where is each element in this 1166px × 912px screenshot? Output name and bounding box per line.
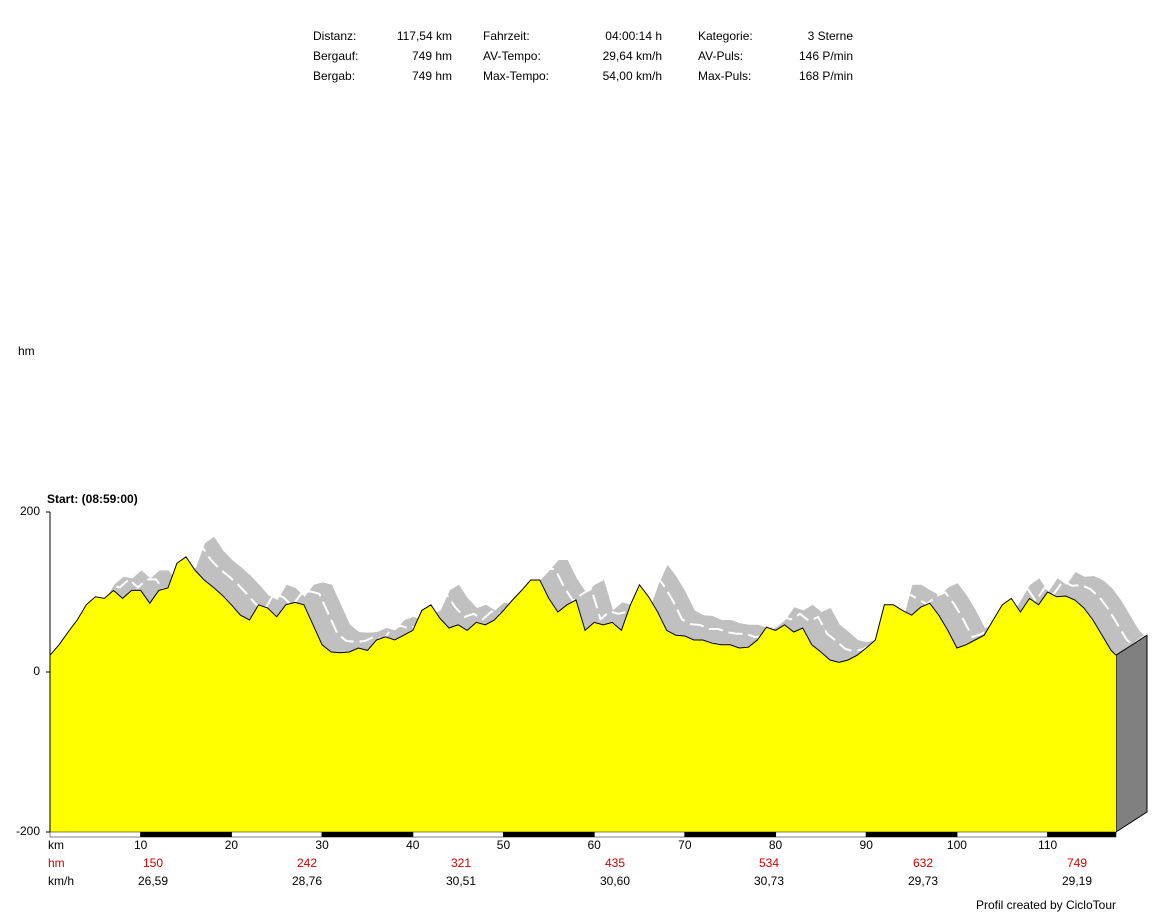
profile-area — [50, 556, 1116, 832]
footer: Profil created by CicloTour — [976, 898, 1116, 912]
x-tick-label: 50 — [497, 838, 511, 852]
segment-speed: 29,19 — [1062, 874, 1092, 888]
x-axis-segment — [684, 832, 776, 837]
shadow-highlight — [64, 544, 1133, 653]
segment-speed: 29,73 — [908, 874, 938, 888]
x-tick-label: 70 — [678, 838, 692, 852]
segment-speed: 28,76 — [292, 874, 322, 888]
stat-value: 04:00:14 h — [605, 29, 662, 43]
x-tick-label: 20 — [225, 838, 239, 852]
segment-hm: 242 — [297, 856, 317, 870]
stat-value: 168 P/min — [799, 69, 853, 83]
stat-label: Max-Tempo: — [483, 69, 549, 83]
stat-label: Bergauf: — [313, 49, 358, 63]
y-tick-label: -200 — [16, 824, 40, 838]
stat-value: 146 P/min — [799, 49, 853, 63]
x-tick-label: 100 — [947, 838, 967, 852]
speed-row-label: km/h — [48, 874, 74, 888]
x-axis-segment — [866, 832, 957, 837]
x-tick-label: 90 — [860, 838, 874, 852]
hm-row-label: hm — [48, 856, 65, 870]
x-axis-segment — [503, 832, 595, 837]
y-tick-label: 200 — [20, 504, 40, 518]
stat-value: 29,64 km/h — [603, 49, 662, 63]
x-axis-label: km — [48, 838, 64, 852]
segment-hm: 435 — [605, 856, 625, 870]
profile-shadow — [50, 536, 1144, 663]
x-axis-segment — [1047, 832, 1116, 837]
stat-label: AV-Puls: — [698, 49, 743, 63]
x-tick-label: 40 — [406, 838, 420, 852]
segment-hm: 150 — [143, 856, 163, 870]
stat-value: 117,54 km — [397, 29, 452, 43]
stat-value: 749 hm — [412, 69, 452, 83]
stat-label: AV-Tempo: — [483, 49, 541, 63]
x-axis-segment — [322, 832, 413, 837]
profile-line — [49, 556, 1117, 663]
x-tick-label: 110 — [1038, 838, 1057, 852]
segment-hm: 749 — [1067, 856, 1087, 870]
segment-speed: 30,60 — [600, 874, 630, 888]
segment-hm: 534 — [759, 856, 779, 870]
x-tick-label: 60 — [587, 838, 601, 852]
stat-label: Bergab: — [313, 69, 355, 83]
segment-speed: 30,73 — [754, 874, 784, 888]
x-axis-segment — [140, 832, 232, 837]
segment-hm: 321 — [451, 856, 471, 870]
stat-value: 3 Sterne — [808, 29, 854, 43]
segment-hm: 632 — [913, 856, 933, 870]
stat-label: Kategorie: — [698, 29, 753, 43]
segment-speed: 26,59 — [138, 874, 168, 888]
stat-value: 54,00 km/h — [603, 69, 662, 83]
start-label: Start: (08:59:00) — [47, 492, 138, 506]
y-tick-label: 0 — [33, 664, 40, 678]
profile-side — [1115, 634, 1148, 833]
x-tick-label: 80 — [769, 838, 783, 852]
y-axis-label: hm — [18, 344, 35, 358]
x-tick-label: 10 — [134, 838, 148, 852]
segment-speed: 30,51 — [446, 874, 476, 888]
stat-label: Fahrzeit: — [483, 29, 530, 43]
stat-value: 749 hm — [412, 49, 452, 63]
x-tick-label: 30 — [315, 838, 329, 852]
stat-label: Distanz: — [313, 29, 356, 43]
stat-label: Max-Puls: — [698, 69, 751, 83]
